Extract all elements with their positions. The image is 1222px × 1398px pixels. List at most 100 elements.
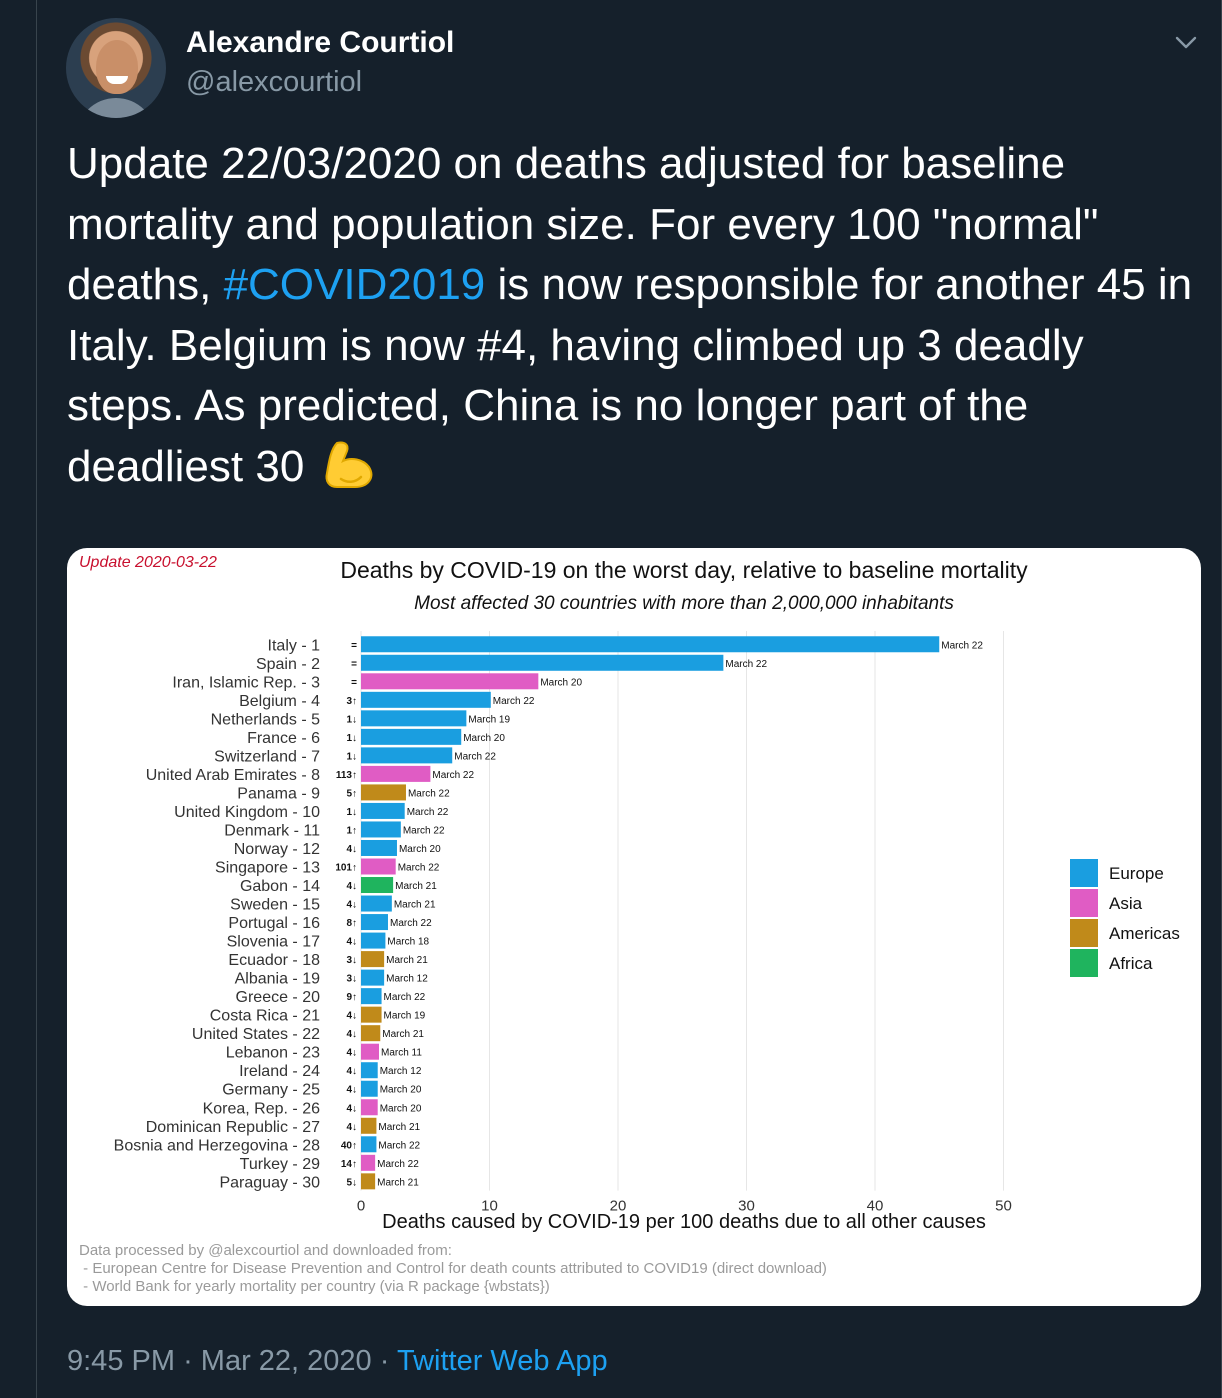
bar-date-label: March 21 [394,900,436,911]
bar-date-label: March 20 [399,844,441,855]
country-label: Costa Rica - 21 [210,1008,320,1025]
country-label: Lebanon - 23 [226,1045,320,1062]
country-label: Belgium - 4 [239,693,320,710]
rank-change-label: 1↓ [346,714,357,725]
avatar-shirt [76,98,156,118]
avatar[interactable] [66,18,166,118]
rank-change-label: 3↑ [346,696,357,707]
legend-label: Americas [1109,924,1180,943]
avatar-smile [106,76,128,84]
rank-change-label: 4↓ [346,881,357,892]
country-label: Portugal - 16 [228,915,320,932]
bar [361,802,405,819]
country-label: Panama - 9 [237,785,320,802]
bar [361,1025,381,1042]
bar-date-label: March 22 [454,751,496,762]
bar-date-label: March 20 [380,1085,422,1096]
source-app-link[interactable]: Twitter Web App [396,1345,608,1377]
bar-date-label: March 20 [463,733,505,744]
rank-change-label: 1↑ [346,825,357,836]
country-label: Germany - 25 [222,1082,320,1099]
legend-swatch [1070,859,1098,887]
bar-date-label: March 22 [377,1159,419,1170]
chart-image-card[interactable]: Update 2020-03-22 Deaths by COVID-19 on … [67,548,1201,1306]
flexed-biceps-icon [325,441,372,488]
author-name[interactable]: Alexandre Courtiol [186,26,455,59]
x-tick-label: 50 [995,1198,1012,1215]
bar-date-label: March 22 [432,770,474,781]
x-axis-ticks: 0 10 20 30 40 50 [357,1198,1012,1215]
x-tick-label: 20 [610,1198,627,1215]
bar [361,1154,376,1171]
country-label: Sweden - 15 [230,897,320,914]
country-label: Iran, Islamic Rep. - 3 [172,674,320,691]
bar [361,877,394,894]
bar [361,1117,377,1134]
bar-date-label: March 21 [395,881,437,892]
country-label: France - 6 [247,730,320,747]
bar-date-label: March 22 [725,659,767,670]
timeline-border-left [36,0,37,1398]
rank-change-label: 14↑ [341,1159,357,1170]
bar-date-label: March 19 [468,714,510,725]
tweet-text-before: Update 22/03/2020 on deaths adjusted for… [67,139,1111,309]
source-line-3: - World Bank for yearly mortality per co… [79,1278,550,1295]
bar [361,1080,378,1097]
bar-date-label: March 21 [378,1122,420,1133]
rank-change-label: 4↓ [346,937,357,948]
bar-date-label: March 22 [384,992,426,1003]
bar [361,784,406,801]
bar-date-label: March 19 [384,1011,426,1022]
legend-label: Africa [1109,954,1153,973]
bar-date-label: March 21 [377,1177,419,1188]
country-label: Dominican Republic - 27 [146,1119,320,1136]
rank-change-label: = [351,640,357,651]
rank-change-label: 5↑ [346,788,357,799]
bar-date-label: March 20 [540,677,582,688]
country-label: Paraguay - 30 [219,1174,320,1191]
rank-change-label: 9↑ [346,992,357,1003]
country-label: Netherlands - 5 [211,711,320,728]
bar-date-label: March 12 [386,974,428,985]
bar [361,839,397,856]
bar [361,691,491,708]
bar-date-label: March 22 [493,696,535,707]
bar-date-label: March 22 [403,825,445,836]
bar [361,932,386,949]
hashtag-link[interactable]: #COVID2019 [223,260,486,309]
bar [361,895,392,912]
country-label: Italy - 1 [268,637,321,654]
bar-date-label: March 22 [378,1140,420,1151]
rank-change-label: 4↓ [346,844,357,855]
bar-date-label: March 12 [380,1066,422,1077]
country-label: Spain - 2 [256,656,320,673]
rank-change-label: 40↑ [341,1140,357,1151]
chart-subtitle: Most affected 30 countries with more tha… [414,593,954,614]
bar [361,988,382,1005]
rank-change-label: 3↓ [346,974,357,985]
rank-change-label: 113↑ [336,770,357,781]
bar-date-label: March 22 [408,788,450,799]
chevron-down-icon[interactable] [1172,28,1200,56]
rank-change-label: = [351,659,357,670]
tweet-time[interactable]: 9:45 PM [67,1345,175,1377]
legend-label: Europe [1109,864,1164,883]
bar [361,1006,382,1023]
bar-date-label: March 20 [380,1103,422,1114]
bar [361,1043,379,1060]
country-label: Bosnia and Herzegovina - 28 [114,1137,320,1154]
rank-change-label: 4↓ [346,1048,357,1059]
x-tick-label: 10 [481,1198,498,1215]
author-handle[interactable]: @alexcourtiol [186,66,363,98]
tweet-date[interactable]: Mar 22, 2020 [200,1345,372,1377]
x-tick-label: 0 [357,1198,365,1215]
rank-change-label: 4↓ [346,1103,357,1114]
bar-date-label: March 22 [398,863,440,874]
bar [361,914,388,931]
rank-change-label: 4↓ [346,1085,357,1096]
country-label: Korea, Rep. - 26 [203,1100,321,1117]
rank-change-label: 1↓ [346,751,357,762]
bar [361,858,396,875]
rank-change-label: 8↑ [346,918,357,929]
bar [361,969,385,986]
